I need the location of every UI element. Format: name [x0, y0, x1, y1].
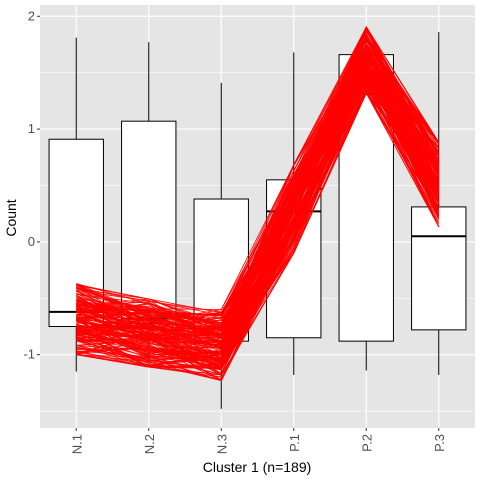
profile-line [76, 26, 440, 337]
x-tick-label: P.2 [359, 434, 374, 452]
x-tick-label: N.1 [69, 434, 84, 454]
profile-line [76, 53, 440, 375]
profile-line [76, 56, 440, 331]
profile-line [76, 45, 440, 343]
y-tick-label: 1 [28, 121, 35, 136]
profile-lines-layer [76, 25, 440, 382]
profile-line [76, 92, 440, 382]
profile-line [76, 86, 440, 368]
profile-line [76, 78, 440, 367]
x-tick-label: P.1 [287, 434, 302, 452]
profile-line [76, 29, 440, 339]
x-tick-label: N.3 [214, 434, 229, 454]
profile-line [76, 63, 440, 368]
profile-line [76, 25, 440, 345]
y-tick-label: -1 [23, 347, 35, 362]
profile-line [76, 45, 440, 314]
profile-line [76, 85, 440, 368]
profile-line [76, 77, 440, 362]
profile-line [76, 63, 440, 351]
box-P.3 [411, 32, 467, 375]
x-axis-title: Cluster 1 (n=189) [203, 459, 312, 475]
box-iqr [411, 206, 467, 331]
y-tick-label: 2 [28, 8, 35, 23]
profile-line [76, 37, 440, 321]
y-axis-title: Count [3, 199, 19, 236]
box-iqr [121, 120, 177, 324]
plot-panel [40, 5, 475, 428]
axis-layer: -1 0 1 2 N.1 N.2 N.3 P.1 P.2 P.3 [23, 8, 446, 454]
y-tick-label: 0 [28, 234, 35, 249]
x-tick-label: N.2 [142, 434, 157, 454]
x-tick-label: P.3 [432, 434, 447, 452]
profile-line [76, 76, 440, 368]
profile-line [76, 54, 440, 326]
profile-line [76, 73, 440, 355]
